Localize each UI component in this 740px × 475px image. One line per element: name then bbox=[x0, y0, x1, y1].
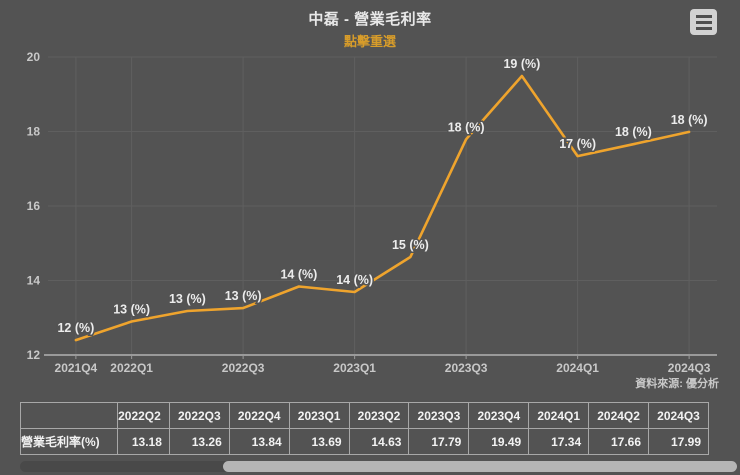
data-source-note: 資料來源: 優分析 bbox=[635, 378, 719, 390]
quarterly-values-table: 2022Q2 2022Q3 2022Q4 2023Q1 2023Q2 2023Q3 2023… bbox=[118, 402, 709, 455]
y-axis-label: 12 bbox=[27, 348, 41, 362]
point-data-label: 13 (%) bbox=[169, 292, 206, 306]
x-axis-label: 2024Q3 bbox=[668, 361, 711, 375]
table-column-header: 2024Q3 bbox=[648, 402, 709, 429]
point-data-label: 17 (%) bbox=[559, 137, 596, 151]
x-axis-label: 2023Q3 bbox=[445, 361, 488, 375]
point-data-label: 12 (%) bbox=[57, 321, 94, 335]
table-corner-cell bbox=[20, 402, 118, 429]
table-value-cell: 19.49 bbox=[468, 428, 530, 455]
table-column-header: 2023Q4 bbox=[468, 402, 530, 429]
point-data-label: 13 (%) bbox=[225, 289, 262, 303]
point-data-label: 15 (%) bbox=[392, 238, 429, 252]
point-data-label: 14 (%) bbox=[336, 273, 373, 287]
x-axis-label: 2022Q3 bbox=[222, 361, 265, 375]
table-column-header: 2023Q1 bbox=[288, 402, 350, 429]
table-value-cell: 13.69 bbox=[288, 428, 350, 455]
table-scrollbar-thumb[interactable] bbox=[223, 461, 737, 472]
point-data-label: 19 (%) bbox=[503, 57, 540, 71]
table-value-cell: 14.63 bbox=[348, 428, 410, 455]
table-value-cell: 13.18 bbox=[118, 428, 170, 455]
table-value-cell: 17.34 bbox=[528, 428, 590, 455]
table-value-cell: 13.84 bbox=[228, 428, 290, 455]
table-column-header: 2024Q1 bbox=[528, 402, 590, 429]
table-column-header: 2022Q4 bbox=[228, 402, 290, 429]
chart-context-menu-button[interactable] bbox=[690, 9, 717, 35]
x-axis-label: 2021Q4 bbox=[55, 361, 98, 375]
table-label-column: 營業毛利率(%) bbox=[20, 402, 118, 455]
x-axis-label: 2022Q1 bbox=[110, 361, 153, 375]
table-column-header: 2023Q3 bbox=[408, 402, 470, 429]
x-axis-label: 2023Q1 bbox=[333, 361, 376, 375]
point-data-label: 18 (%) bbox=[671, 113, 708, 127]
table-value-cell: 17.79 bbox=[408, 428, 470, 455]
table-column-header: 2023Q2 bbox=[348, 402, 410, 429]
line-chart[interactable]: 12 14 16 18 20 2021Q4 2022Q1 2022Q3 2023Q1 2023Q3… bbox=[0, 0, 740, 400]
table-value-cell: 13.26 bbox=[168, 428, 230, 455]
table-column-header: 2024Q2 bbox=[588, 402, 650, 429]
margin-series-line[interactable] bbox=[74, 74, 691, 342]
reselect-subtitle-button[interactable]: 點擊重選 bbox=[343, 34, 396, 49]
point-data-label: 14 (%) bbox=[280, 267, 317, 281]
table-row-label: 營業毛利率(%) bbox=[20, 428, 118, 455]
table-scrollbar-track[interactable] bbox=[20, 461, 737, 472]
y-axis-label: 18 bbox=[27, 125, 41, 139]
point-data-label: 18 (%) bbox=[448, 120, 485, 134]
table-column-header: 2022Q3 bbox=[168, 402, 230, 429]
table-value-cell: 17.99 bbox=[648, 428, 709, 455]
point-data-label: 13 (%) bbox=[113, 302, 150, 316]
y-axis-label: 20 bbox=[27, 50, 41, 64]
x-axis-label: 2024Q1 bbox=[556, 361, 599, 375]
table-scroll-area[interactable]: 2022Q2 2022Q3 2022Q4 2023Q1 2023Q2 2023Q3 2023… bbox=[118, 402, 709, 458]
table-column-header: 2022Q2 bbox=[118, 402, 170, 429]
table-value-cell: 17.66 bbox=[588, 428, 650, 455]
y-axis-label: 14 bbox=[27, 274, 41, 288]
point-data-label: 18 (%) bbox=[615, 125, 652, 139]
page-title: 中磊 - 營業毛利率 bbox=[308, 11, 432, 28]
y-axis-label: 16 bbox=[27, 199, 41, 213]
